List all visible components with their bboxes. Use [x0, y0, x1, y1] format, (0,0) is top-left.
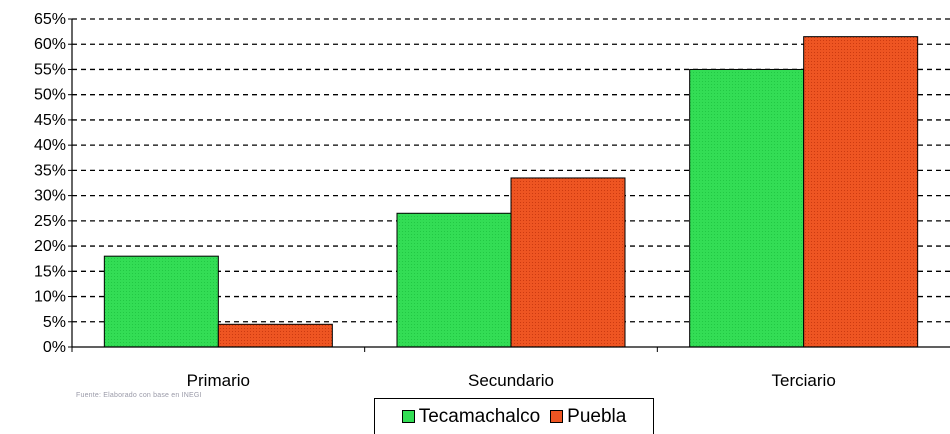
y-tick-label: 20%: [34, 238, 66, 255]
legend-swatch-puebla: [550, 410, 564, 423]
y-axis-ticks: 0% 5% 10% 15% 20% 25% 30% 35% 40% 45% 50% 55% 60% 65%: [34, 11, 72, 356]
y-tick-label: 40%: [34, 137, 66, 154]
x-category-label: Terciario: [772, 371, 836, 390]
y-tick-label: 30%: [34, 188, 66, 205]
legend-label-puebla: Puebla: [567, 405, 627, 427]
y-tick-label: 0%: [43, 339, 66, 356]
legend-label-tecamachalco: Tecamachalco: [418, 405, 541, 427]
bar-tecamachalco-terciario: [689, 68, 805, 348]
y-tick-label: 45%: [34, 112, 66, 129]
bar-tecamachalco-primario: [103, 255, 219, 348]
bar-puebla-primario: [217, 323, 333, 348]
y-tick-label: 65%: [34, 11, 66, 28]
legend-swatch-tecamachalco: [401, 410, 415, 423]
y-tick-label: 35%: [34, 162, 66, 179]
legend-item-puebla: Puebla: [550, 406, 626, 428]
y-tick-label: 50%: [34, 87, 66, 104]
bars: [103, 36, 919, 348]
y-tick-label: 60%: [34, 36, 66, 53]
x-category-label: Secundario: [468, 371, 554, 390]
axes: [71, 19, 950, 352]
bar-puebla-terciario: [803, 36, 919, 348]
y-tick-label: 5%: [43, 314, 66, 331]
x-category-label: Primario: [187, 371, 250, 390]
bar-puebla-secundario: [510, 177, 626, 348]
x-axis-labels: Primario Secundario Terciario: [187, 371, 836, 390]
legend: Tecamachalco Puebla: [374, 398, 654, 434]
y-tick-label: 55%: [34, 61, 66, 78]
y-tick-label: 10%: [34, 289, 66, 306]
bar-tecamachalco-secundario: [396, 212, 512, 348]
source-note: Fuente: Elaborado con base en INEGI: [76, 392, 202, 399]
y-tick-label: 15%: [34, 263, 66, 280]
legend-item-tecamachalco: Tecamachalco: [401, 405, 541, 428]
y-tick-label: 25%: [34, 213, 66, 230]
